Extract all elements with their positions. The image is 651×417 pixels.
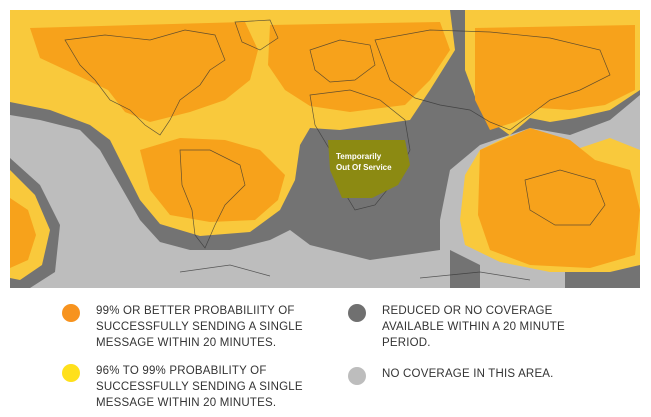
australia-outline [524, 169, 606, 226]
legend-item-partial-coverage: 96% TO 99% PROBABILITY OF SUCCESSFULLY S… [62, 363, 303, 411]
legend-text-no-coverage: NO COVERAGE IN THIS AREA. [382, 368, 554, 380]
north-america-outline [64, 29, 226, 136]
out-of-service-region [328, 140, 410, 198]
light-grey-dot-icon [348, 367, 366, 385]
antarctica-outline [179, 264, 531, 281]
legend-item-no-coverage: NO COVERAGE IN THIS AREA. [348, 366, 554, 385]
dark-grey-dot-icon [348, 304, 366, 322]
legend-item-reduced-coverage: REDUCED OR NO COVERAGE AVAILABLE WITHIN … [348, 303, 565, 351]
greenland-outline [234, 19, 279, 51]
asia-outline [374, 29, 611, 131]
legend-item-full-coverage: 99% OR BETTER PROBABILIITY OF SUCCESSFUL… [62, 303, 303, 351]
map-svg: Temporarily Out Of Service [10, 10, 640, 288]
full-coverage-zones [10, 22, 640, 268]
continent-outlines [64, 19, 611, 281]
legend-text-partial-coverage: 96% TO 99% PROBABILITY OF SUCCESSFULLY S… [96, 365, 303, 409]
legend-text-reduced-coverage: REDUCED OR NO COVERAGE AVAILABLE WITHIN … [382, 305, 565, 349]
legend-text-full-coverage: 99% OR BETTER PROBABILIITY OF SUCCESSFUL… [96, 305, 303, 349]
europe-outline [309, 39, 376, 83]
africa-outline [309, 89, 411, 211]
yellow-dot-icon [62, 364, 80, 382]
orange-dot-icon [62, 304, 80, 322]
coverage-map: Temporarily Out Of Service [10, 10, 640, 288]
out-of-service-label-line1: Temporarily [336, 152, 382, 161]
out-of-service-label-line2: Out Of Service [336, 163, 392, 172]
south-america-outline [179, 149, 246, 249]
